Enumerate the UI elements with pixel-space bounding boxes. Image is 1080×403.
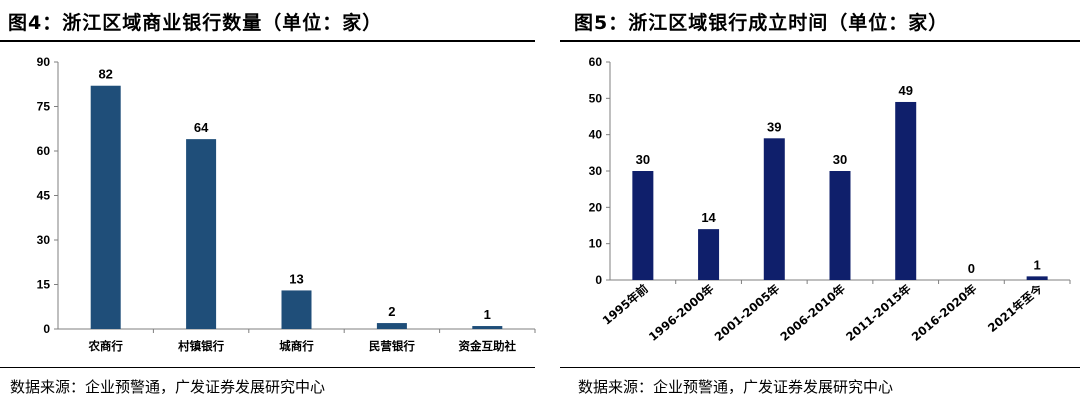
figure-5-top-rule <box>560 40 1080 42</box>
bar <box>186 139 217 329</box>
bar <box>632 171 654 280</box>
x-tick-label: 2016-2020年 <box>909 281 980 344</box>
bar <box>90 85 121 329</box>
y-tick-label: 50 <box>589 91 603 105</box>
data-label: 1 <box>484 307 491 322</box>
figure-4-bar-chart: 0 15 30 45 60 75 90 82 农商行 64 村镇银行 13 城商行 2 民营银行 1 资金互助社 <box>37 55 536 353</box>
x-tick-label: 农商行 <box>87 339 123 353</box>
x-tick-label: 2001-2005年 <box>712 281 783 344</box>
y-tick-label: 30 <box>589 164 603 178</box>
figure-5-bar-chart: 0102030405060301995年前141996-2000年392001-… <box>589 55 1071 344</box>
x-tick-label: 1995年前 <box>600 281 652 327</box>
data-label: 13 <box>289 271 303 286</box>
bar <box>763 138 785 280</box>
x-tick-label: 民营银行 <box>369 339 415 353</box>
y-tick-label: 40 <box>589 128 603 142</box>
y-tick-label: 15 <box>37 278 51 292</box>
data-label: 14 <box>701 210 716 225</box>
figure-5-panel: 图5：浙江区域银行成立时间（单位：家） 0 10 20 30 40 50 60 30 1995年… <box>560 0 1080 403</box>
x-tick-label: 2006-2010年 <box>777 281 848 344</box>
data-label: 30 <box>833 152 847 167</box>
data-label: 64 <box>194 120 209 135</box>
data-label: 39 <box>767 119 781 134</box>
y-tick-label: 30 <box>37 233 51 247</box>
data-label: 2 <box>388 304 395 319</box>
x-tick-label: 2021年至今 <box>985 281 1045 335</box>
x-tick-label: 城商行 <box>279 339 314 353</box>
figure-4-bottom-rule <box>0 367 535 368</box>
bar <box>1026 276 1048 280</box>
y-tick-label: 20 <box>589 200 603 214</box>
data-label: 49 <box>898 83 912 98</box>
bar <box>472 326 503 329</box>
y-tick-label: 75 <box>37 100 51 114</box>
figure-4-top-rule <box>0 40 535 42</box>
figure-5-title: 图5：浙江区域银行成立时间（单位：家） <box>574 12 949 34</box>
x-tick-label: 资金互助社 <box>459 339 517 353</box>
bar <box>376 323 407 329</box>
y-tick-label: 60 <box>589 55 603 69</box>
y-tick-label: 10 <box>589 237 603 251</box>
data-label: 1 <box>1034 257 1041 272</box>
data-label: 0 <box>968 261 975 276</box>
y-tick-label: 0 <box>595 273 602 287</box>
x-tick-label: 村镇银行 <box>178 339 224 353</box>
x-tick-label: 2011-2015年 <box>843 281 914 344</box>
bar <box>829 171 851 280</box>
x-tick-label: 1996-2000年 <box>646 281 717 344</box>
figure-5-source-note: 数据来源：企业预警通，广发证券发展研究中心 <box>578 378 894 396</box>
bar <box>895 101 917 280</box>
y-tick-label: 90 <box>37 55 51 69</box>
figure-4-panel: 图4：浙江区域商业银行数量（单位：家） 0 15 30 45 60 75 90 82 农商行 64… <box>0 0 536 403</box>
bar <box>281 290 312 329</box>
figure-4-source-note: 数据来源：企业预警通，广发证券发展研究中心 <box>10 378 326 396</box>
figure-5-bottom-rule <box>560 367 1080 368</box>
y-tick-label: 60 <box>37 144 51 158</box>
y-tick-label: 45 <box>37 189 51 203</box>
data-label: 82 <box>98 67 112 82</box>
data-label: 30 <box>636 152 650 167</box>
y-tick-label: 0 <box>43 322 50 336</box>
figure-4-title: 图4：浙江区域商业银行数量（单位：家） <box>8 12 383 34</box>
bar <box>698 229 720 280</box>
